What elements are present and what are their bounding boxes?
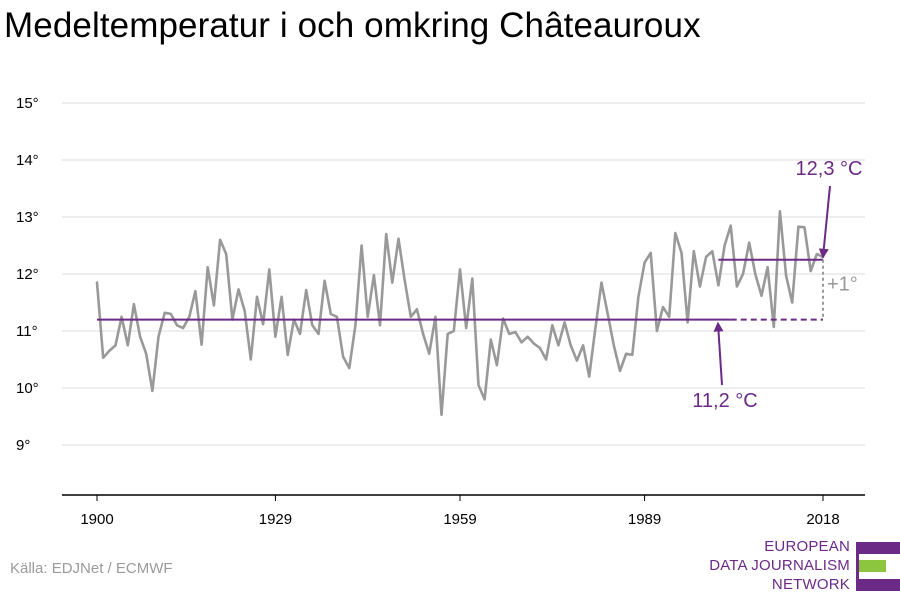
logo-line-2: DATA JOURNALISM bbox=[709, 557, 850, 574]
y-tick-label: 12° bbox=[16, 266, 39, 283]
y-tick-label: 9° bbox=[16, 437, 30, 454]
y-tick-label: 11° bbox=[16, 323, 38, 340]
y-tick-label: 13° bbox=[16, 209, 39, 226]
x-tick-label: 2018 bbox=[806, 511, 839, 528]
baseline-mean-arrow bbox=[713, 321, 724, 386]
logo-bar-top bbox=[856, 542, 900, 554]
baseline-mean-label: 11,2 °C bbox=[692, 390, 757, 412]
recent-mean-arrow bbox=[818, 185, 831, 259]
x-tick-label: 1959 bbox=[443, 511, 476, 528]
logo-line-3: NETWORK bbox=[771, 576, 850, 593]
recent-mean-label: 12,3 °C bbox=[796, 158, 863, 180]
logo-bar-middle bbox=[856, 560, 886, 572]
x-tick-label: 1900 bbox=[80, 511, 113, 528]
logo-line-1: EUROPEAN bbox=[764, 538, 850, 555]
y-tick-label: 10° bbox=[16, 380, 39, 397]
edjnet-logo: EUROPEAN DATA JOURNALISM NETWORK bbox=[700, 538, 900, 600]
chart-title: Medeltemperatur i och omkring Châteaurou… bbox=[4, 6, 701, 45]
y-tick-label: 15° bbox=[16, 95, 39, 112]
logo-bar-bottom bbox=[856, 579, 900, 591]
series-line bbox=[95, 210, 825, 417]
source-credit: Källa: EDJNet / ECMWF bbox=[10, 560, 173, 577]
x-tick-label: 1989 bbox=[628, 511, 661, 528]
delta-label: +1° bbox=[827, 274, 858, 296]
logo-bar-spine bbox=[856, 542, 859, 591]
x-tick-label: 1929 bbox=[259, 511, 292, 528]
y-tick-label: 14° bbox=[16, 152, 39, 169]
